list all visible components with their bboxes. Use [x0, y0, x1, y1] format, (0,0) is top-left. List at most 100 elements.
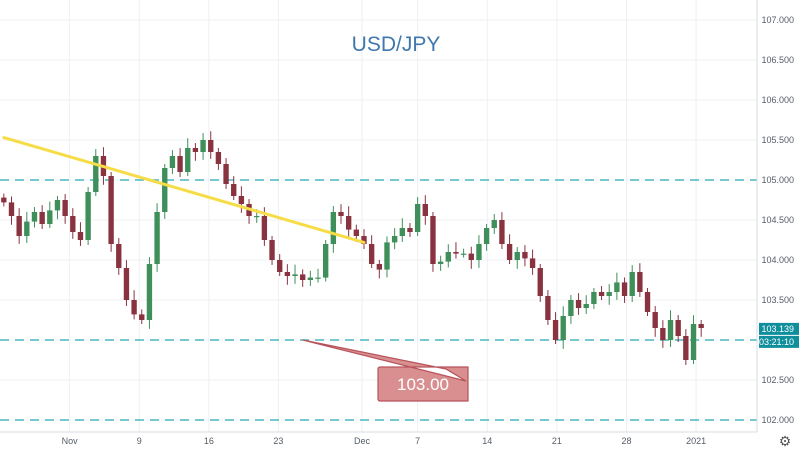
candle: [192, 143, 199, 161]
candle-body: [560, 316, 566, 340]
y-tick-label: 106.500: [761, 55, 794, 65]
candle-body: [300, 274, 306, 280]
candle-body: [437, 261, 444, 264]
candle: [277, 254, 283, 276]
candle-body: [445, 252, 451, 262]
trend-line: [2, 136, 366, 244]
candle: [300, 269, 306, 287]
candle-body: [690, 324, 697, 360]
callout: 103.00: [302, 339, 469, 402]
candle: [506, 234, 513, 264]
candle-body: [200, 140, 206, 152]
candle-body: [123, 268, 130, 300]
candle: [606, 284, 612, 305]
countdown-label: 03:21:10: [759, 337, 794, 347]
candle: [568, 295, 574, 324]
candle-body: [430, 216, 436, 264]
candle: [108, 172, 114, 252]
candle-body: [384, 242, 390, 270]
candle-body: [177, 156, 183, 172]
candle-body: [85, 192, 91, 240]
candle-body: [460, 253, 467, 255]
candle-body: [169, 156, 176, 168]
y-tick-label: 102.500: [761, 375, 794, 385]
candle: [652, 306, 658, 337]
chart-title: USD/JPY: [352, 33, 441, 56]
candle: [483, 224, 490, 251]
candle: [77, 222, 84, 246]
candle-body: [70, 216, 76, 232]
candle-body: [54, 200, 61, 211]
candle-body: [644, 292, 651, 312]
callout-box: [302, 339, 469, 402]
candle-body: [361, 236, 367, 244]
candle-body: [591, 292, 597, 304]
candle: [529, 249, 536, 275]
candle: [93, 149, 99, 196]
candle-body: [606, 292, 612, 296]
candle-body: [93, 156, 99, 192]
candle-body: [629, 272, 635, 296]
candle-body: [223, 164, 229, 184]
candle: [445, 244, 451, 268]
y-tick-label: 104.000: [761, 255, 794, 265]
candle: [698, 320, 704, 337]
candle: [70, 208, 76, 239]
candle-body: [529, 258, 536, 268]
candle-body: [652, 312, 658, 328]
candle: [361, 229, 367, 249]
candle-body: [231, 184, 237, 196]
candle-body: [108, 176, 114, 244]
candle-body: [683, 336, 689, 360]
x-tick-label: Nov: [62, 436, 79, 446]
candle: [368, 235, 375, 268]
candle-body: [483, 228, 490, 244]
x-tick-label: 2021: [686, 436, 706, 446]
candle: [215, 148, 222, 170]
candle-body: [16, 216, 22, 236]
candle-body: [139, 314, 145, 320]
candle-body: [614, 282, 620, 292]
candle-body: [131, 300, 137, 315]
candle-body: [399, 228, 405, 236]
candle: [690, 315, 697, 364]
candle: [675, 315, 681, 342]
candle-body: [8, 202, 15, 216]
candle-body: [284, 272, 291, 276]
candle: [24, 211, 30, 243]
candle: [146, 257, 153, 329]
candle: [238, 186, 245, 213]
candle-body: [192, 148, 199, 152]
candle-body: [330, 212, 337, 244]
candle-body: [698, 324, 704, 328]
candle: [177, 148, 183, 177]
candle-body: [522, 252, 528, 259]
candle: [468, 246, 474, 269]
candle-body: [154, 212, 160, 264]
candle-body: [162, 168, 168, 212]
candle-body: [537, 268, 543, 296]
y-tick-label: 103.500: [761, 295, 794, 305]
x-tick-label: Dec: [354, 436, 371, 446]
candle-body: [307, 277, 314, 280]
candle: [338, 204, 344, 224]
candle-body: [598, 292, 605, 296]
candle: [399, 218, 405, 242]
candle-body: [506, 244, 513, 260]
x-tick-label: 7: [415, 436, 420, 446]
candle: [644, 288, 651, 316]
candle-body: [575, 300, 582, 308]
candle-body: [315, 277, 321, 279]
candle: [1, 193, 7, 207]
candle: [453, 242, 459, 259]
candle: [552, 312, 559, 344]
candle-body: [77, 232, 84, 240]
candle-body: [376, 264, 383, 270]
candle-body: [468, 253, 474, 260]
candle: [116, 238, 122, 275]
candle: [8, 196, 15, 225]
gear-icon[interactable]: ⚙: [778, 433, 792, 449]
x-tick-label: 16: [204, 436, 214, 446]
candle: [560, 306, 566, 349]
